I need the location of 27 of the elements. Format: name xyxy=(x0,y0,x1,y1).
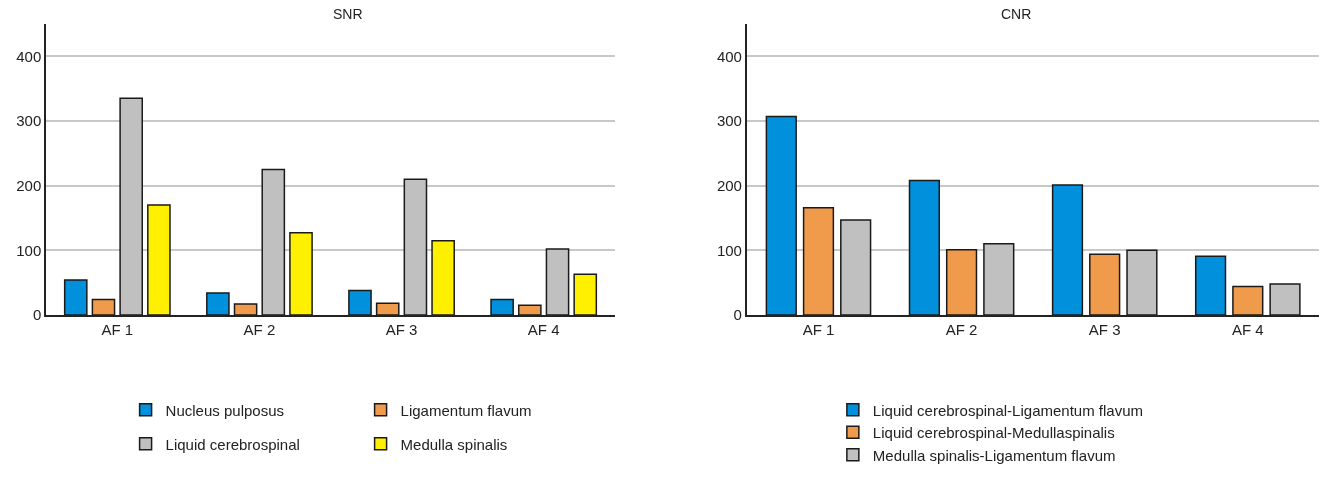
y-tick-label: 300 xyxy=(16,112,42,130)
legend-label: Liquid cerebrospinal-Ligamentum flavum xyxy=(872,401,1143,419)
legend-label: Liquid cerebrospinal-Medullaspinalis xyxy=(872,424,1115,442)
y-tick-label: 100 xyxy=(716,241,742,259)
y-tick-label: 400 xyxy=(716,47,742,65)
x-tick-label: AF 2 xyxy=(243,321,276,338)
y-tick-label: 400 xyxy=(16,47,42,65)
y-tick-label: 200 xyxy=(16,176,42,194)
y-tick-label: 0 xyxy=(32,306,42,324)
x-tick-label: AF 1 xyxy=(101,321,134,338)
y-tick-label: 200 xyxy=(716,176,742,194)
x-tick-label: AF 2 xyxy=(945,321,978,338)
legend-label: Medulla spinalis-Ligamentum flavum xyxy=(872,446,1116,464)
x-tick-label: AF 4 xyxy=(1231,321,1264,338)
x-tick-label: AF 3 xyxy=(1088,321,1121,338)
x-tick-label: AF 3 xyxy=(385,321,418,338)
chart-title: CNR xyxy=(1001,6,1032,22)
x-tick-label: AF 4 xyxy=(527,321,560,338)
x-tick-label: AF 1 xyxy=(802,321,835,338)
y-tick-label: 300 xyxy=(716,112,742,130)
legend-label: Ligamentum flavum xyxy=(400,401,532,419)
chart-title: SNR xyxy=(333,6,363,22)
legend-label: Medulla spinalis xyxy=(400,435,508,453)
legend-label: Nucleus pulposus xyxy=(165,401,284,419)
y-tick-label: 0 xyxy=(733,306,742,324)
legend-label: Liquid cerebrospinal xyxy=(165,435,300,453)
y-tick-label: 100 xyxy=(16,241,42,259)
